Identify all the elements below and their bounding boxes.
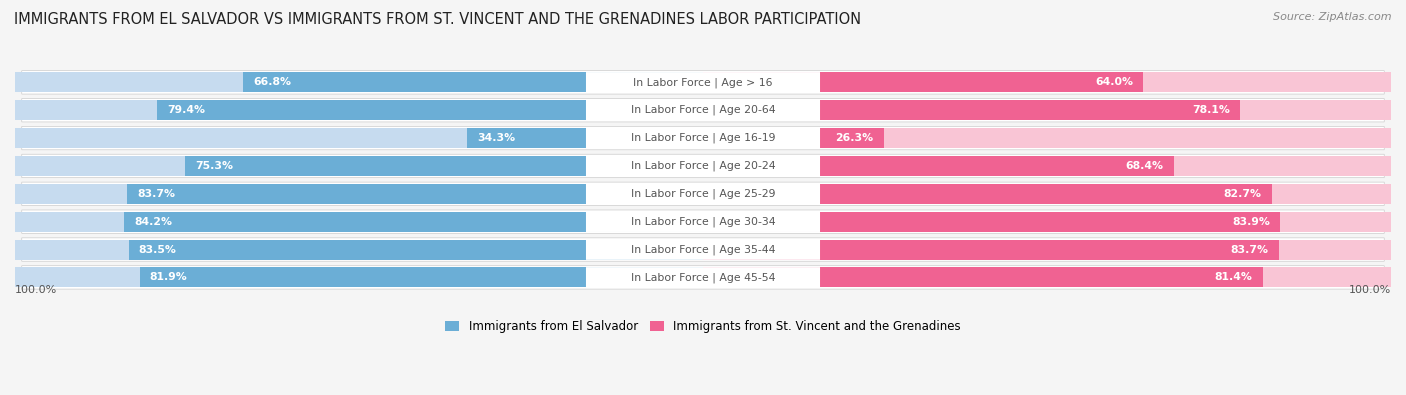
Bar	[703, 128, 1391, 148]
Bar	[703, 267, 1263, 288]
Text: 84.2%: 84.2%	[134, 217, 172, 227]
Bar	[703, 184, 1272, 204]
FancyBboxPatch shape	[21, 182, 1385, 205]
Bar	[703, 212, 1281, 232]
Text: 26.3%: 26.3%	[835, 133, 873, 143]
Text: 82.7%: 82.7%	[1223, 189, 1261, 199]
FancyBboxPatch shape	[21, 71, 1385, 94]
Bar	[243, 72, 703, 92]
FancyBboxPatch shape	[586, 156, 820, 176]
Bar	[128, 239, 703, 260]
Text: 83.5%: 83.5%	[139, 245, 177, 254]
Text: 78.1%: 78.1%	[1192, 105, 1230, 115]
FancyBboxPatch shape	[586, 72, 820, 93]
FancyBboxPatch shape	[586, 184, 820, 204]
Text: 100.0%: 100.0%	[1348, 285, 1391, 295]
FancyBboxPatch shape	[586, 128, 820, 149]
Text: 83.7%: 83.7%	[1230, 245, 1268, 254]
Text: 66.8%: 66.8%	[253, 77, 291, 87]
Text: In Labor Force | Age > 16: In Labor Force | Age > 16	[633, 77, 773, 88]
Bar	[15, 239, 703, 260]
Bar	[467, 128, 703, 148]
Text: 83.9%: 83.9%	[1232, 217, 1270, 227]
Text: 64.0%: 64.0%	[1095, 77, 1133, 87]
Text: 100.0%: 100.0%	[15, 285, 58, 295]
Bar	[703, 267, 1391, 288]
Bar	[703, 128, 884, 148]
Text: In Labor Force | Age 35-44: In Labor Force | Age 35-44	[631, 244, 775, 255]
Bar	[127, 184, 703, 204]
Bar	[15, 100, 703, 120]
Text: In Labor Force | Age 16-19: In Labor Force | Age 16-19	[631, 133, 775, 143]
FancyBboxPatch shape	[21, 98, 1385, 122]
Text: In Labor Force | Age 25-29: In Labor Force | Age 25-29	[631, 188, 775, 199]
Bar	[15, 156, 703, 176]
Text: 34.3%: 34.3%	[477, 133, 516, 143]
Bar	[703, 212, 1391, 232]
Bar	[15, 212, 703, 232]
Bar	[139, 267, 703, 288]
Text: 81.9%: 81.9%	[150, 273, 187, 282]
Bar	[703, 156, 1174, 176]
Bar	[156, 100, 703, 120]
FancyBboxPatch shape	[21, 154, 1385, 178]
Bar	[703, 184, 1391, 204]
FancyBboxPatch shape	[21, 238, 1385, 261]
Text: Source: ZipAtlas.com: Source: ZipAtlas.com	[1274, 12, 1392, 22]
Bar	[124, 212, 703, 232]
Bar	[15, 184, 703, 204]
Text: 75.3%: 75.3%	[195, 161, 233, 171]
Text: 83.7%: 83.7%	[138, 189, 176, 199]
FancyBboxPatch shape	[586, 267, 820, 288]
FancyBboxPatch shape	[586, 239, 820, 260]
Text: 79.4%: 79.4%	[167, 105, 205, 115]
Bar	[703, 239, 1391, 260]
Bar	[186, 156, 703, 176]
Text: In Labor Force | Age 45-54: In Labor Force | Age 45-54	[631, 272, 775, 283]
Bar	[703, 100, 1391, 120]
Bar	[703, 156, 1391, 176]
Text: In Labor Force | Age 20-64: In Labor Force | Age 20-64	[631, 105, 775, 115]
Text: IMMIGRANTS FROM EL SALVADOR VS IMMIGRANTS FROM ST. VINCENT AND THE GRENADINES LA: IMMIGRANTS FROM EL SALVADOR VS IMMIGRANT…	[14, 12, 862, 27]
FancyBboxPatch shape	[21, 126, 1385, 150]
Bar	[15, 267, 703, 288]
Legend: Immigrants from El Salvador, Immigrants from St. Vincent and the Grenadines: Immigrants from El Salvador, Immigrants …	[440, 315, 966, 338]
Bar	[703, 72, 1391, 92]
FancyBboxPatch shape	[586, 100, 820, 120]
FancyBboxPatch shape	[21, 210, 1385, 233]
Text: In Labor Force | Age 30-34: In Labor Force | Age 30-34	[631, 216, 775, 227]
Bar	[703, 72, 1143, 92]
FancyBboxPatch shape	[586, 211, 820, 232]
FancyBboxPatch shape	[21, 266, 1385, 289]
Bar	[15, 128, 703, 148]
Bar	[703, 100, 1240, 120]
Bar	[15, 72, 703, 92]
Bar	[703, 239, 1279, 260]
Text: 81.4%: 81.4%	[1215, 273, 1253, 282]
Text: 68.4%: 68.4%	[1125, 161, 1163, 171]
Text: In Labor Force | Age 20-24: In Labor Force | Age 20-24	[631, 161, 775, 171]
